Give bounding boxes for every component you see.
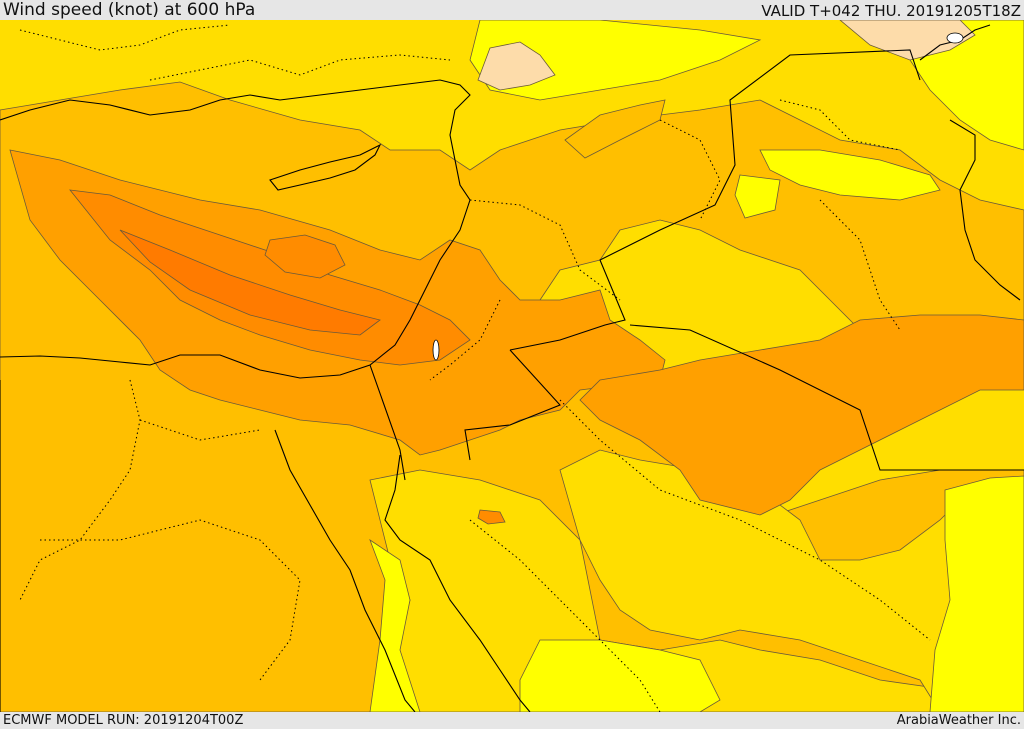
header-bar: Wind speed (knot) at 600 hPa VALID T+042… xyxy=(0,0,1024,20)
weak-wind-patch-northeast xyxy=(759,149,941,201)
map-canvas xyxy=(0,20,1024,712)
dotted-borders-layer xyxy=(19,24,931,712)
weak-wind-patch-southeast xyxy=(929,475,1024,712)
coastline-red-sea-west xyxy=(274,429,416,712)
calm-patch-north xyxy=(477,41,556,91)
calm-patch-caspian xyxy=(839,20,976,61)
weak-wind-patch-redsea xyxy=(369,538,421,712)
weak-wind-patch-south xyxy=(519,639,721,712)
stronger-wind-patch xyxy=(264,234,346,279)
border-jordan-iraq xyxy=(509,49,921,351)
border-sinai xyxy=(369,364,406,481)
strong-patch-red xyxy=(477,509,506,525)
coastline-cyprus xyxy=(269,143,382,191)
lakes-layer xyxy=(432,32,964,361)
coastline-north-mediterranean xyxy=(0,79,471,379)
wind-speed-map[interactable] xyxy=(0,20,1024,712)
strong-wind-area-east xyxy=(579,314,1024,516)
border-jordan-saudi xyxy=(464,349,561,461)
weak-wind-patch-iraq xyxy=(734,174,781,219)
footer-bar: ECMWF MODEL RUN: 20191204T00Z ArabiaWeat… xyxy=(0,712,1024,729)
strong-patch-north xyxy=(564,99,666,159)
coastline-gulf xyxy=(949,119,1021,301)
strongest-wind-core xyxy=(119,229,381,336)
coastline-red-sea-east xyxy=(384,454,531,712)
valid-time: VALID T+042 THU. 20191205T18Z xyxy=(761,2,1021,20)
brand-label: ArabiaWeather Inc. xyxy=(896,713,1021,728)
map-title: Wind speed (knot) at 600 hPa xyxy=(3,0,256,20)
model-run-label: ECMWF MODEL RUN: 20191204T00Z xyxy=(3,713,244,728)
border-saudi-iraq xyxy=(629,324,1024,471)
borders-layer xyxy=(0,24,1024,712)
